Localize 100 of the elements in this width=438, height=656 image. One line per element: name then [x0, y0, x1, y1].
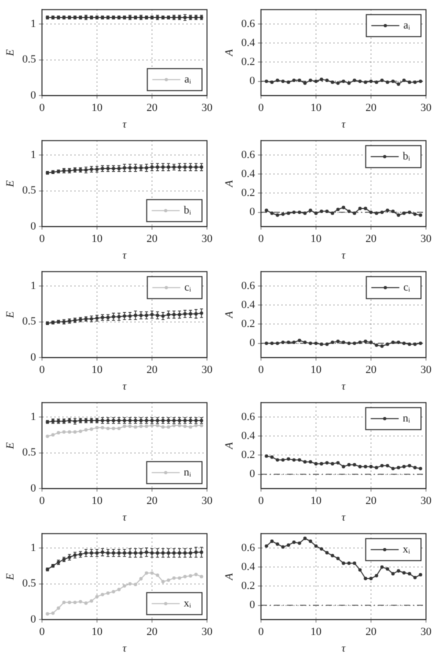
y-axis-title: E — [4, 310, 16, 319]
y-tick-label: 0.4 — [241, 560, 256, 573]
x-tick-label: 20 — [146, 233, 158, 246]
y-tick-label: 0.4 — [241, 36, 256, 49]
y-tick-label: 0.4 — [241, 298, 256, 311]
y-tick-label: 0.5 — [22, 184, 36, 197]
x-axis-title: τ — [122, 380, 128, 392]
x-tick-label: 10 — [310, 626, 322, 638]
x-tick-label: 20 — [365, 626, 377, 638]
x-axis-title: τ — [342, 118, 347, 130]
x-tick-label: 0 — [258, 102, 264, 114]
y-tick-label: 0.6 — [241, 542, 256, 554]
x-tick-label: 20 — [146, 364, 158, 376]
y-tick-label: 1 — [30, 18, 36, 30]
y-tick-label: 0.5 — [22, 578, 36, 590]
x-tick-label: 30 — [202, 495, 213, 508]
legend-label: cᵢ — [184, 281, 192, 294]
y-tick-label: 0.2 — [241, 580, 255, 592]
y-tick-label: 0.5 — [22, 316, 36, 328]
x-tick-label: 30 — [202, 626, 213, 638]
x-tick-label: 20 — [365, 233, 377, 246]
x-tick-label: 10 — [310, 102, 322, 114]
x-axis-title: τ — [342, 511, 347, 524]
y-tick-label: 0 — [249, 337, 256, 350]
y-tick-label: 0.4 — [241, 430, 256, 442]
x-axis-title: τ — [122, 249, 128, 262]
y-axis-title: A — [223, 310, 236, 319]
y-tick-label: 0 — [30, 482, 36, 494]
legend-label: xᵢ — [184, 597, 192, 610]
x-tick-label: 20 — [146, 102, 158, 114]
y-tick-label: 0.5 — [22, 54, 36, 66]
x-tick-label: 0 — [39, 495, 46, 508]
x-tick-label: 20 — [365, 102, 377, 114]
y-tick-label: 0.6 — [241, 18, 256, 30]
x-axis-title: τ — [342, 249, 347, 262]
legend-label: aᵢ — [184, 73, 192, 86]
x-axis-title: τ — [342, 642, 347, 654]
y-axis-title: E — [4, 442, 16, 450]
x-tick-label: 30 — [420, 364, 432, 376]
x-tick-label: 10 — [91, 626, 103, 638]
x-tick-label: 20 — [146, 495, 158, 508]
y-tick-label: 0.2 — [241, 56, 255, 68]
y-axis-title: E — [4, 48, 16, 57]
x-tick-label: 30 — [420, 495, 432, 508]
y-tick-label: 0.6 — [241, 280, 256, 292]
x-tick-label: 0 — [39, 626, 46, 638]
legend-label: bᵢ — [402, 150, 410, 162]
x-tick-label: 0 — [258, 364, 264, 376]
x-tick-label: 30 — [202, 364, 213, 376]
y-tick-label: 0 — [249, 206, 256, 218]
y-tick-label: 1 — [30, 148, 36, 161]
x-axis-title: τ — [122, 642, 128, 654]
x-tick-label: 10 — [91, 233, 103, 246]
x-tick-label: 30 — [202, 233, 213, 246]
y-axis-title: A — [223, 572, 236, 581]
y-tick-label: 1 — [30, 542, 36, 554]
legend-label: xᵢ — [402, 543, 410, 556]
y-tick-label: 0 — [30, 351, 36, 364]
y-axis-title: A — [223, 48, 236, 57]
x-tick-label: 10 — [91, 102, 103, 114]
x-tick-label: 20 — [365, 495, 377, 508]
x-tick-label: 10 — [91, 495, 103, 508]
legend-label: cᵢ — [403, 281, 410, 294]
y-tick-label: 0 — [30, 613, 36, 626]
x-tick-label: 30 — [420, 233, 432, 246]
y-axis-title: E — [4, 572, 16, 581]
x-tick-label: 30 — [420, 626, 432, 638]
y-tick-label: 0.4 — [241, 168, 256, 180]
x-tick-label: 0 — [39, 102, 46, 114]
x-tick-label: 0 — [39, 233, 46, 246]
y-tick-label: 0 — [249, 75, 256, 88]
legend-label: nᵢ — [402, 412, 410, 424]
y-tick-label: 0 — [30, 89, 36, 102]
x-tick-label: 0 — [39, 364, 46, 376]
legend-label: aᵢ — [403, 19, 410, 32]
x-tick-label: 20 — [146, 626, 158, 638]
y-axis-title: E — [4, 180, 16, 188]
legend-label: bᵢ — [184, 204, 192, 216]
y-tick-label: 0 — [249, 599, 256, 612]
x-tick-label: 30 — [420, 102, 432, 114]
y-tick-label: 0.5 — [22, 446, 36, 459]
y-tick-label: 0 — [30, 220, 36, 232]
y-axis-title: A — [223, 442, 236, 450]
y-axis-title: A — [223, 180, 236, 188]
x-axis-title: τ — [342, 380, 347, 392]
x-axis-title: τ — [122, 118, 128, 130]
y-tick-label: 0.2 — [241, 318, 255, 330]
legend-label: nᵢ — [184, 466, 192, 478]
y-tick-label: 0.6 — [241, 410, 256, 423]
x-tick-label: 10 — [91, 364, 103, 376]
y-tick-label: 1 — [30, 280, 36, 292]
y-tick-label: 0 — [249, 468, 256, 480]
y-tick-label: 0.2 — [241, 187, 255, 200]
y-tick-label: 0.6 — [241, 148, 256, 161]
y-tick-label: 0.2 — [241, 449, 255, 462]
x-tick-label: 10 — [310, 233, 322, 246]
x-tick-label: 30 — [202, 102, 213, 114]
x-tick-label: 10 — [310, 364, 322, 376]
x-tick-label: 0 — [258, 495, 264, 508]
x-tick-label: 0 — [258, 233, 264, 246]
